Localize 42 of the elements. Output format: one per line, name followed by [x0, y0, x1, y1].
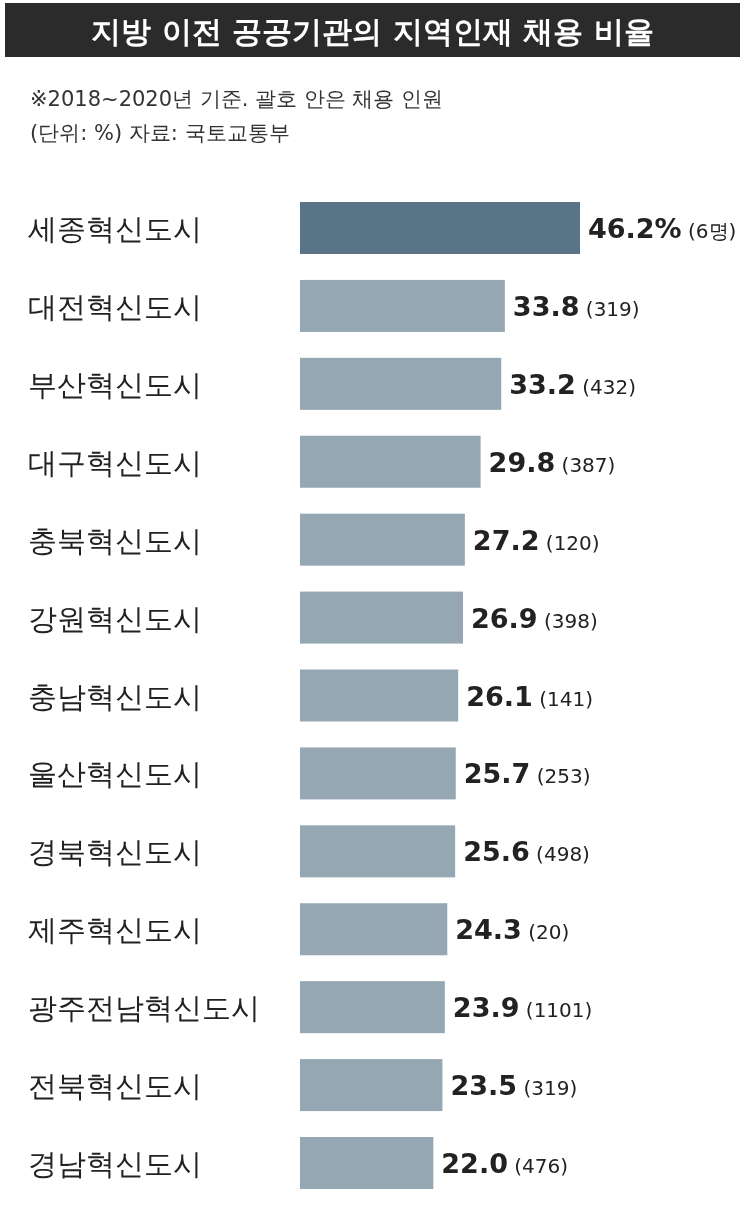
y-tick-label: 광주전남혁신도시: [28, 991, 260, 1026]
text: (단위: %) 자료: 국토교통부: [30, 121, 290, 145]
bar: [300, 825, 456, 878]
data-label: 25.6 (498): [463, 836, 590, 868]
y-tick-label: 전북혁신도시: [28, 1069, 202, 1104]
data-label: 26.1 (141): [466, 680, 593, 712]
y-tick-label: 세종혁신도시: [28, 212, 202, 246]
y-tick-label: 경남혁신도시: [28, 1147, 202, 1181]
bar: [300, 669, 459, 722]
chart-title: 지방 이전 공공기관의 지역인재 채용 비율: [91, 14, 654, 49]
y-tick-label: 제주혁신도시: [28, 913, 202, 948]
data-label: 24.3 (20): [455, 914, 570, 946]
bar: [300, 591, 464, 644]
data-label: 27.2 (120): [472, 524, 600, 556]
bar: [300, 747, 456, 800]
bar: [300, 903, 448, 956]
bar: [300, 1059, 443, 1112]
bar: [300, 357, 502, 410]
data-label: 46.2% (6명): [588, 213, 737, 244]
data-label: 33.2 (432): [509, 368, 636, 400]
data-label: 22.0 (476): [441, 1148, 569, 1179]
text: ※2018~2020년 기준. 괄호 안은 채용 인원: [30, 87, 444, 111]
y-tick-label: 대전혁신도시: [28, 289, 202, 324]
y-tick-label: 충남혁신도시: [28, 679, 202, 714]
bar: [300, 981, 445, 1034]
y-tick-label: 대구혁신도시: [28, 445, 202, 480]
y-tick-label: 울산혁신도시: [28, 757, 202, 792]
bar: [300, 279, 505, 332]
data-label: 29.8 (387): [488, 446, 616, 478]
bar: [300, 1137, 434, 1189]
bar: [300, 202, 580, 254]
data-label: 26.9 (398): [471, 602, 598, 634]
bar: [300, 435, 481, 488]
data-label: 25.7 (253): [463, 758, 591, 790]
y-tick-label: 강원혁신도시: [28, 601, 202, 636]
y-tick-label: 경북혁신도시: [28, 835, 202, 870]
data-label: 23.9 (1101): [452, 992, 593, 1024]
data-label: 23.5 (319): [450, 1070, 578, 1102]
bar: [300, 513, 465, 566]
y-tick-label: 부산혁신도시: [28, 367, 202, 402]
data-label: 33.8 (319): [512, 290, 640, 322]
y-tick-label: 충북혁신도시: [28, 523, 202, 558]
